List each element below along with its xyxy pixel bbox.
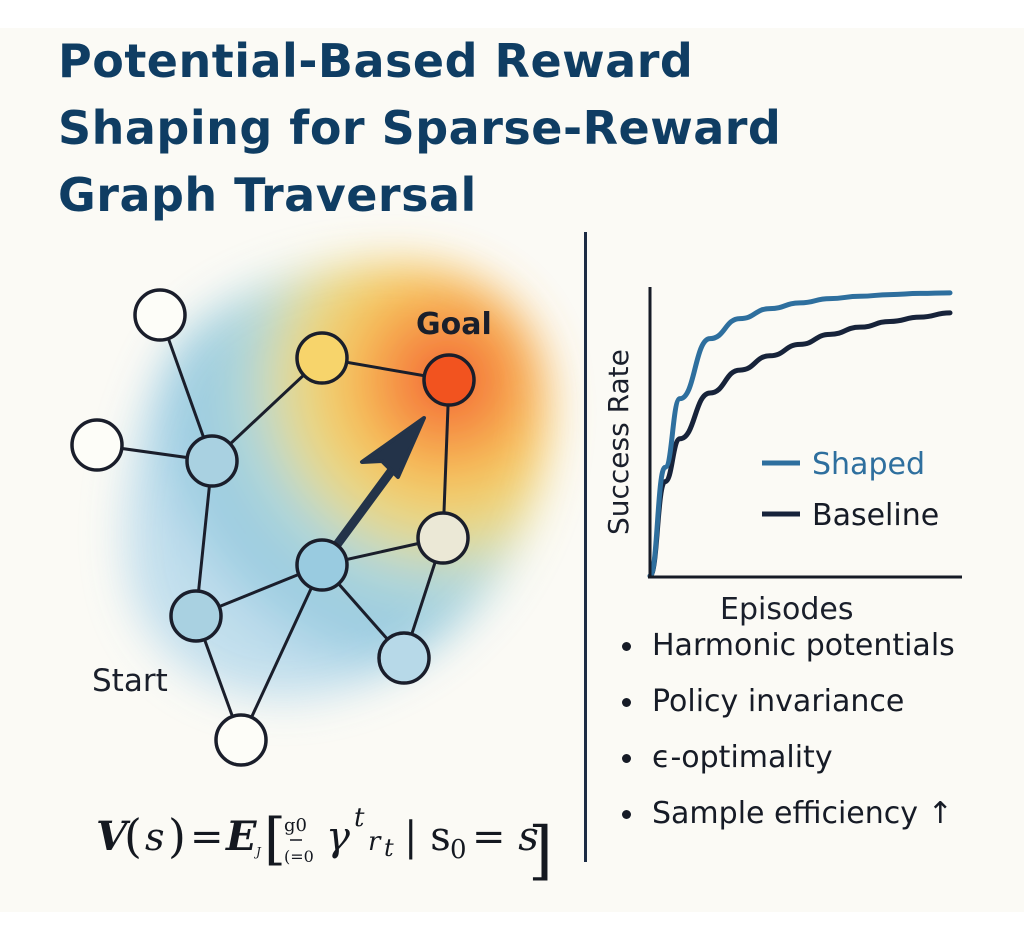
formula-reward: r	[368, 827, 382, 857]
goal-node	[422, 353, 476, 407]
page-title: Potential-Based Reward Shaping for Spars…	[58, 28, 958, 229]
series-line-baseline	[647, 310, 953, 579]
graph-node	[70, 418, 124, 472]
formula-equals: =	[190, 814, 224, 860]
graph-node	[295, 331, 349, 385]
formula-gamma: γ	[326, 814, 350, 860]
edge	[239, 564, 324, 741]
formula-bracket-close: ]	[528, 814, 553, 888]
formula-gamma-sup: t	[354, 803, 365, 833]
x-axis-label: Episodes	[720, 592, 853, 627]
series-line-shaped	[647, 290, 953, 579]
legend-label-baseline: Baseline	[812, 498, 939, 533]
bullet-item: Harmonic potentials	[622, 626, 955, 682]
formula-condition: | s	[404, 814, 451, 860]
formula-reward-sub: t	[384, 834, 394, 862]
bullet-list: Harmonic potentials Policy invariance ϵ-…	[622, 626, 955, 850]
formula-condition-sub: 0	[450, 835, 467, 865]
formula-sum-top: g0	[284, 815, 307, 836]
start-label: Start	[92, 663, 168, 699]
graph-node	[185, 434, 239, 488]
graph-node	[377, 631, 431, 685]
y-axis-label: Success Rate	[602, 349, 635, 535]
formula-lhs: V	[96, 813, 131, 860]
formula-paren-close: )	[168, 809, 186, 863]
series-layer	[647, 290, 953, 579]
formula-bracket-open: [	[264, 807, 286, 872]
vertical-divider	[584, 232, 587, 862]
formula-expectation: E	[225, 813, 257, 860]
goal-label: Goal	[416, 307, 492, 342]
legend-label-shaped: Shaped	[812, 447, 925, 482]
formula-paren-open: (	[124, 809, 142, 863]
legend: Shaped Baseline	[762, 447, 939, 533]
formula-arg: s	[145, 815, 165, 859]
start-node	[214, 713, 268, 767]
formula-sum-bottom: (=0	[284, 847, 314, 866]
bullet-item: Sample efficiency ↑	[622, 794, 955, 850]
formula-rhs: = s	[472, 814, 539, 860]
graph-node	[295, 538, 349, 592]
graph-node	[416, 511, 470, 565]
graph-node	[133, 288, 187, 342]
formula-expectation-sub: J	[253, 845, 262, 859]
title-line-2: Shaping for Sparse-Reward	[58, 101, 782, 155]
title-line-3: Graph Traversal	[58, 168, 477, 222]
bullet-item: ϵ-optimality	[622, 738, 955, 794]
bullet-item: Policy invariance	[622, 682, 955, 738]
title-line-1: Potential-Based Reward	[58, 34, 694, 88]
graph-node	[169, 589, 223, 643]
